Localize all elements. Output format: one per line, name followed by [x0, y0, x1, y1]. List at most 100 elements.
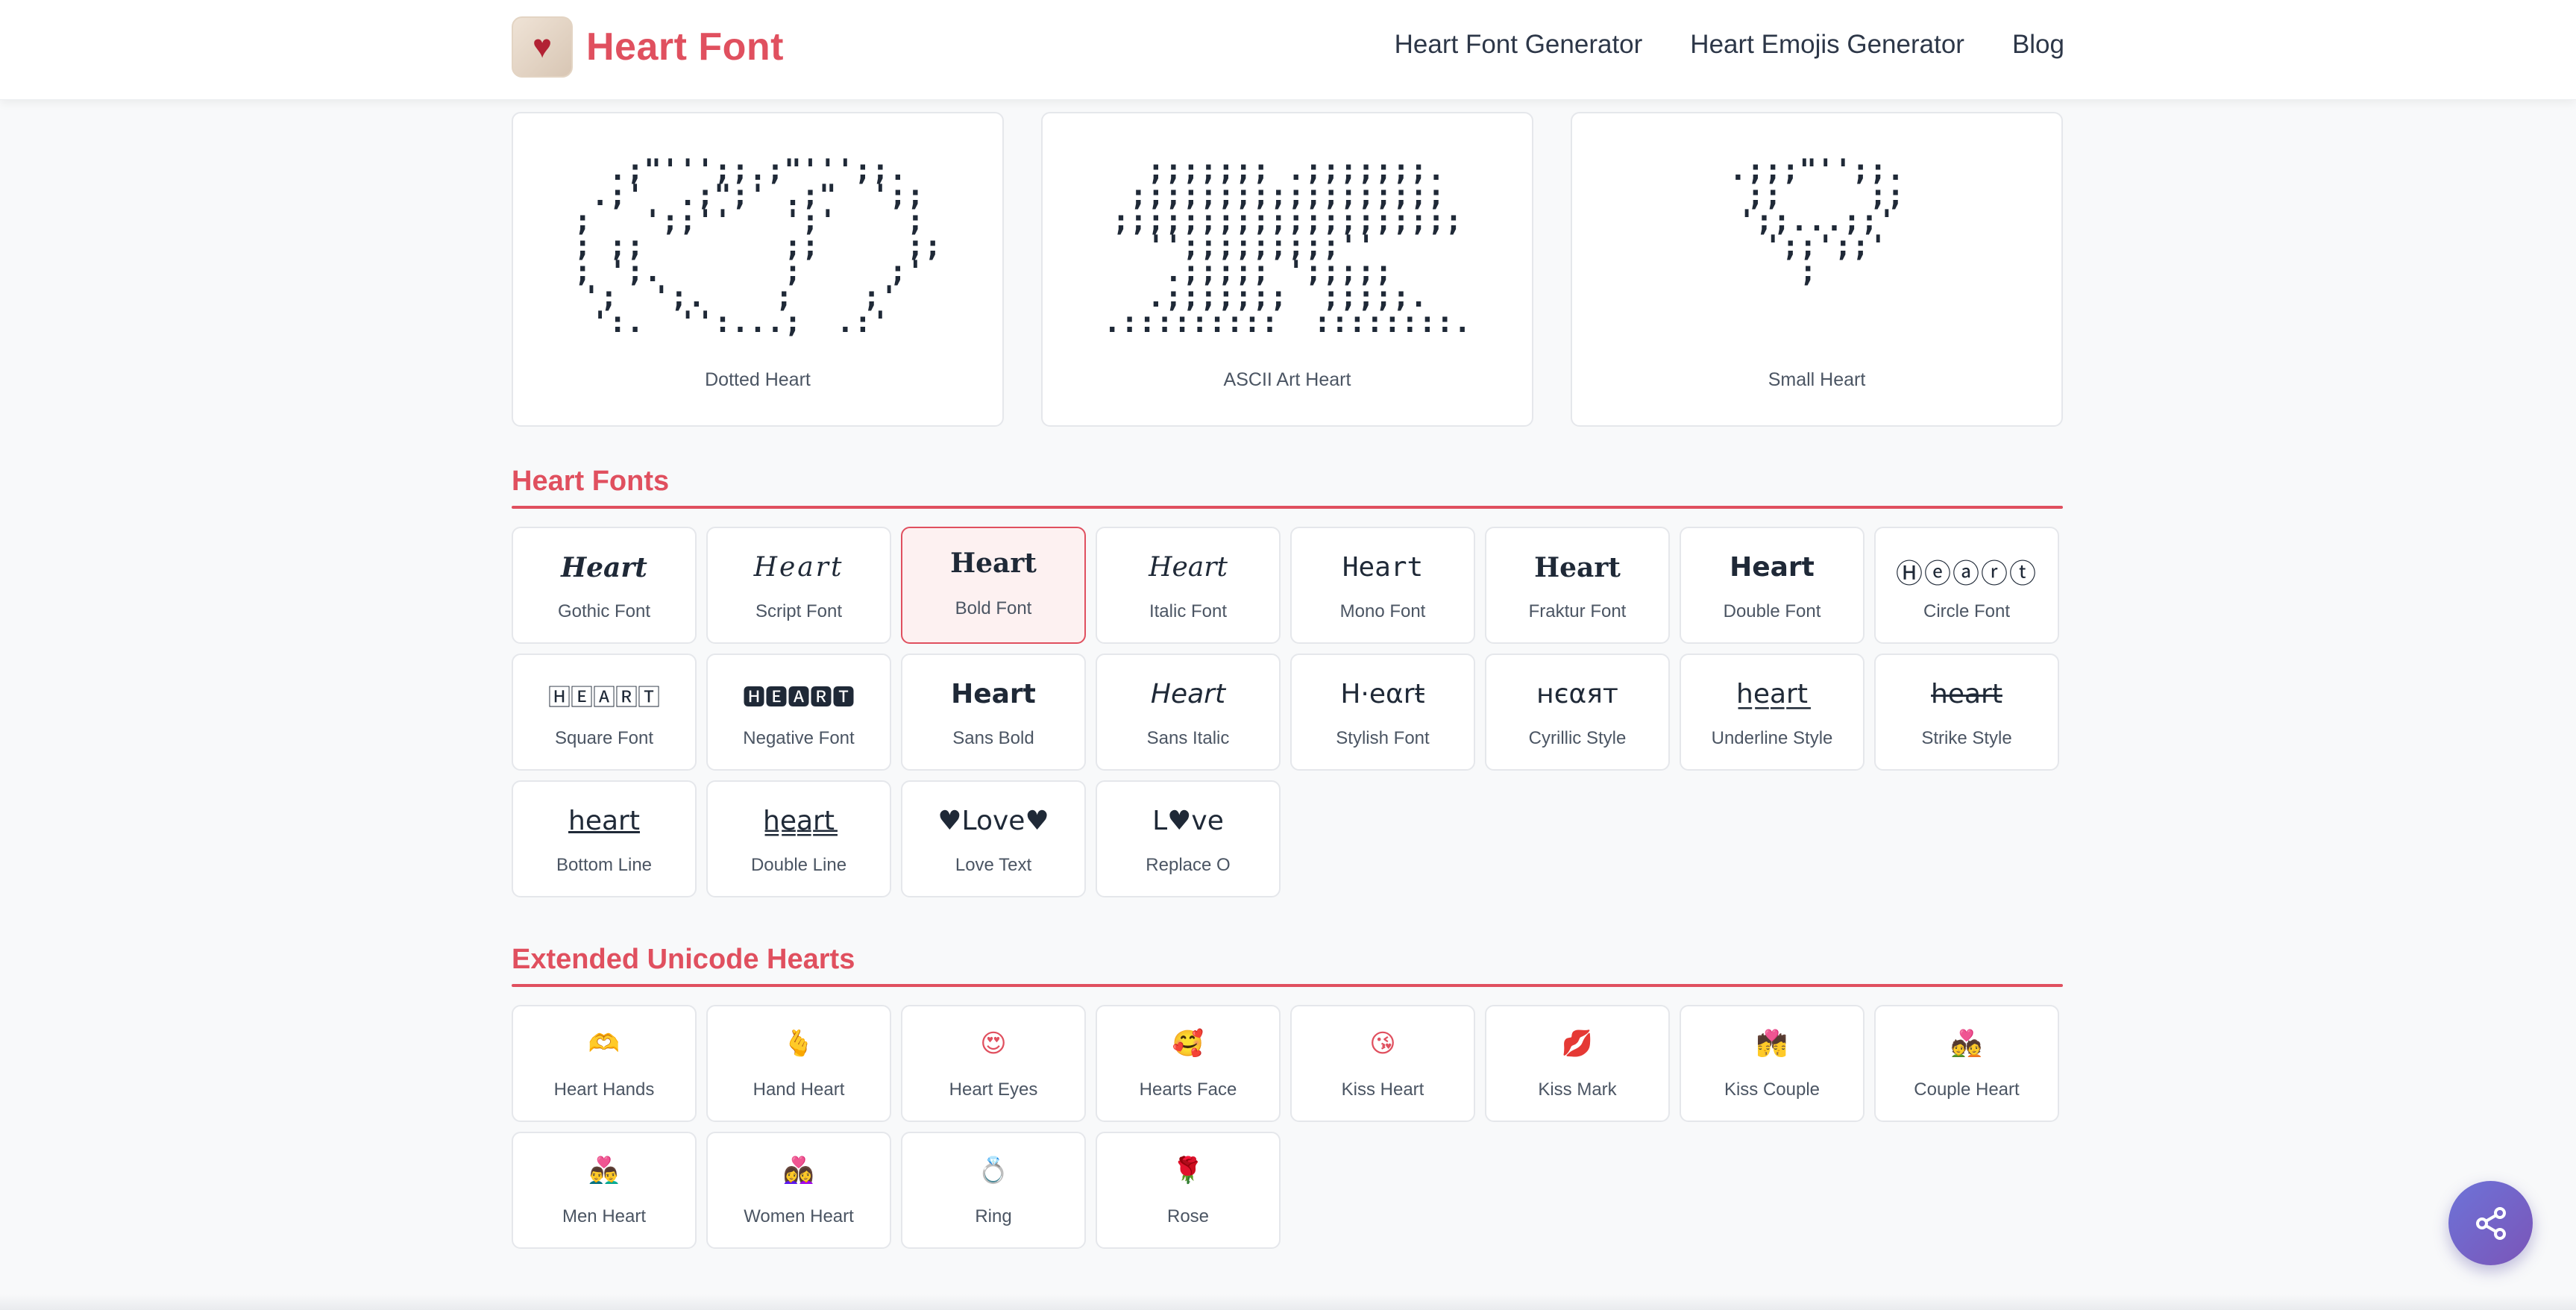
ascii-art-preview: .;;;"'';;. ;; ;; ';;...;;' ';;';;' ;	[1729, 154, 1905, 289]
font-label: Bottom Line	[556, 855, 653, 875]
font-tile-circle-font[interactable]: Ⓗⓔⓐⓡⓣ Circle Font	[1874, 527, 2059, 644]
heart-fonts-section: Heart Fonts Heart Gothic Font Heart Script …	[512, 466, 2063, 897]
font-tile-negative-font[interactable]: 🅷🅴🅰🆁🆃 Negative Font	[706, 654, 891, 771]
font-label: Gothic Font	[557, 601, 651, 621]
emoji-label: Men Heart	[562, 1206, 647, 1226]
section-divider	[512, 984, 2063, 987]
emoji-label: Women Heart	[744, 1206, 854, 1226]
font-label: Circle Font	[1923, 601, 2011, 621]
emoji-tile-heart-hands[interactable]: 🫶 Heart Hands	[512, 1005, 697, 1122]
emoji-label: Kiss Couple	[1724, 1079, 1821, 1100]
font-label: Strike Style	[1921, 728, 2012, 748]
ascii-heart-cards: .;"''';;.;"''';;. .;' .;";' .;" ';; ; ';…	[512, 112, 2063, 427]
font-sample: 🅷🅴🅰🆁🆃	[743, 685, 855, 711]
font-tile-bottom-line[interactable]: heart Bottom Line	[512, 780, 697, 897]
heart-font-grid: Heart Gothic Font Heart Script Font Heart Bol…	[512, 527, 2063, 897]
font-sample: ♥Love♥	[937, 806, 1049, 836]
font-tile-italic-font[interactable]: Heart Italic Font	[1096, 527, 1281, 644]
emoji-tile-kiss-heart[interactable]: 😘 Kiss Heart	[1290, 1005, 1475, 1122]
emoji-tile-ring[interactable]: 💍 Ring	[901, 1132, 1086, 1249]
ascii-card-small-heart[interactable]: .;;;"'';;. ;; ;; ';;...;;' ';;';;' ; Sma…	[1571, 112, 2063, 427]
emoji-glyph-icon: 👩‍❤️‍👩	[782, 1156, 815, 1185]
font-sample: Heart	[1342, 552, 1424, 583]
font-sample: Heart	[1534, 552, 1621, 583]
font-sample: Heart	[950, 548, 1037, 579]
font-tile-underline-style[interactable]: h̲e̲a̲r̲t̲ Underline Style	[1680, 654, 1865, 771]
font-tile-gothic-font[interactable]: Heart Gothic Font	[512, 527, 697, 644]
emoji-glyph-icon: 💏	[1756, 1029, 1788, 1058]
font-label: Script Font	[755, 601, 843, 621]
nav-link-heart-emojis-generator[interactable]: Heart Emojis Generator	[1690, 30, 1964, 59]
font-label: Negative Font	[743, 728, 855, 748]
emoji-tile-rose[interactable]: 🌹 Rose	[1096, 1132, 1281, 1249]
font-tile-mono-font[interactable]: Heart Mono Font	[1290, 527, 1475, 644]
emoji-label: Kiss Mark	[1538, 1079, 1617, 1100]
font-tile-strike-style[interactable]: h̶e̶a̶r̶t̶ Strike Style	[1874, 654, 2059, 771]
emoji-glyph-icon: 💍	[977, 1156, 1010, 1185]
section-title-heart-fonts: Heart Fonts	[512, 466, 670, 497]
font-sample: L♥ve	[1152, 806, 1224, 836]
nav-link-heart-font-generator[interactable]: Heart Font Generator	[1394, 30, 1643, 59]
font-sample: heart	[568, 806, 640, 836]
font-tile-sans-italic[interactable]: Heart Sans Italic	[1096, 654, 1281, 771]
emoji-tile-men-heart[interactable]: 👨‍❤️‍👨 Men Heart	[512, 1132, 697, 1249]
section-title-extended-hearts: Extended Unicode Hearts	[512, 944, 855, 975]
emoji-tile-women-heart[interactable]: 👩‍❤️‍👩 Women Heart	[706, 1132, 891, 1249]
font-tile-double-line[interactable]: h̳e̳a̳r̳t̳ Double Line	[706, 780, 891, 897]
font-sample: нєαят	[1536, 679, 1618, 709]
font-sample: h̳e̳a̳r̳t̳	[763, 806, 835, 836]
font-tile-square-font[interactable]: 🄷🄴🄰🅁🅃 Square Font	[512, 654, 697, 771]
font-tile-love-text[interactable]: ♥Love♥ Love Text	[901, 780, 1086, 897]
font-sample: Heart	[1150, 679, 1226, 709]
ascii-card-dotted-heart[interactable]: .;"''';;.;"''';;. .;' .;";' .;" ';; ; ';…	[512, 112, 1004, 427]
font-label: Sans Italic	[1146, 728, 1230, 748]
font-tile-cyrillic-style[interactable]: нєαят Cyrillic Style	[1485, 654, 1670, 771]
emoji-glyph-icon: 🌹	[1172, 1156, 1204, 1185]
emoji-glyph-icon: 🫰	[782, 1029, 815, 1058]
font-label: Cyrillic Style	[1528, 728, 1627, 748]
font-tile-script-font[interactable]: Heart Script Font	[706, 527, 891, 644]
font-label: Underline Style	[1711, 728, 1833, 748]
emoji-tile-hearts-face[interactable]: 🥰 Hearts Face	[1096, 1005, 1281, 1122]
font-sample: Heart	[753, 552, 844, 583]
font-tile-replace-o[interactable]: L♥ve Replace O	[1096, 780, 1281, 897]
share-button[interactable]	[2448, 1181, 2533, 1265]
emoji-tile-heart-eyes[interactable]: 😍 Heart Eyes	[901, 1005, 1086, 1122]
font-tile-bold-font[interactable]: Heart Bold Font	[901, 527, 1086, 644]
extended-hearts-grid: 🫶 Heart Hands 🫰 Hand Heart 😍 Heart Eyes 🥰 Heart…	[512, 1005, 2063, 1249]
font-sample: Heart	[1149, 552, 1228, 583]
font-tile-stylish-font[interactable]: H·eαrŧ Stylish Font	[1290, 654, 1475, 771]
font-sample: Heart	[1730, 552, 1815, 583]
ascii-art-preview: .;"''';;.;"''';;. .;' .;";' .;" ';; ; ';…	[574, 154, 942, 339]
ascii-card-label: ASCII Art Heart	[1223, 369, 1351, 390]
font-label: Sans Bold	[952, 728, 1034, 748]
font-label: Double Font	[1723, 601, 1821, 621]
emoji-glyph-icon: 😍	[980, 1029, 1007, 1058]
emoji-label: Hand Heart	[753, 1079, 845, 1100]
extended-hearts-section: Extended Unicode Hearts 🫶 Heart Hands 🫰 Han…	[512, 944, 2063, 1249]
emoji-glyph-icon: 💑	[1950, 1029, 1983, 1058]
ascii-card-ascii-art-heart[interactable]: ;;;;;;; .;;;;;;;. ;;;;;;;;;;;;;;;;;; ;;;…	[1041, 112, 1533, 427]
main-nav: Heart Font Generator Heart Emojis Genera…	[1395, 30, 2064, 60]
font-label: Square Font	[554, 728, 654, 748]
page-bottom-fade	[0, 1294, 2576, 1310]
ascii-card-label: Dotted Heart	[705, 369, 811, 390]
font-sample: Heart	[951, 679, 1036, 709]
font-label: Bold Font	[955, 598, 1032, 618]
font-tile-double-font[interactable]: Heart Double Font	[1680, 527, 1865, 644]
nav-link-blog[interactable]: Blog	[2011, 30, 2064, 59]
emoji-tile-kiss-couple[interactable]: 💏 Kiss Couple	[1680, 1005, 1865, 1122]
site-title: Heart Font	[586, 25, 784, 69]
font-tile-sans-bold[interactable]: Heart Sans Bold	[901, 654, 1086, 771]
emoji-glyph-icon: 🥰	[1172, 1029, 1204, 1058]
site-logo-link[interactable]: ♥ Heart Font	[512, 16, 784, 78]
font-label: Italic Font	[1149, 601, 1228, 621]
ascii-card-label: Small Heart	[1768, 369, 1866, 390]
emoji-tile-kiss-mark[interactable]: 💋 Kiss Mark	[1485, 1005, 1670, 1122]
font-tile-fraktur-font[interactable]: Heart Fraktur Font	[1485, 527, 1670, 644]
emoji-tile-hand-heart[interactable]: 🫰 Hand Heart	[706, 1005, 891, 1122]
share-icon	[2475, 1206, 2506, 1240]
ascii-art-preview: ;;;;;;; .;;;;;;;. ;;;;;;;;;;;;;;;;;; ;;;…	[1103, 154, 1471, 339]
emoji-label: Heart Hands	[553, 1079, 655, 1100]
emoji-tile-couple-heart[interactable]: 💑 Couple Heart	[1874, 1005, 2059, 1122]
